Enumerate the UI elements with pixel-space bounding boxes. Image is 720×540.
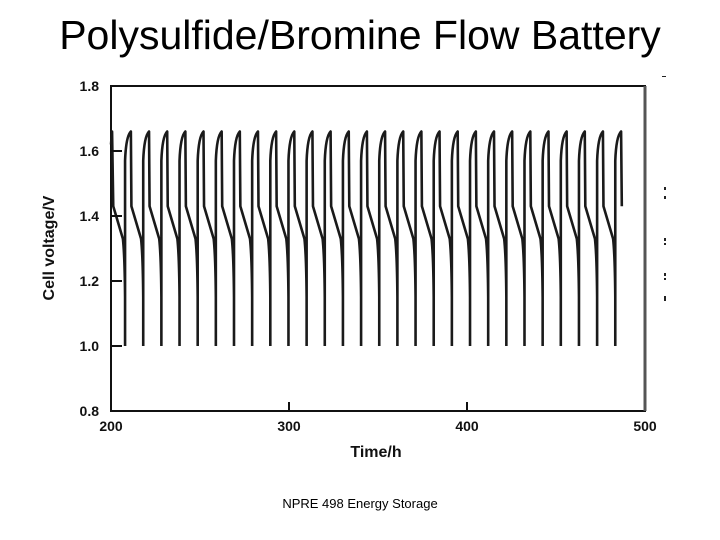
x-tick-label: 200 [99,418,123,434]
plot-frame [110,85,647,412]
y-tick-label: 0.8 [80,403,100,419]
x-axis-ticks: 200 300 400 500 [99,402,657,434]
clipped-margin-marks [662,76,666,301]
x-tick-label: 300 [277,418,301,434]
y-tick-label: 1.4 [80,208,100,224]
x-axis-title: Time/h [350,444,401,461]
y-tick-label: 1.8 [80,78,100,94]
voltage-waveform [109,130,624,346]
slide-footer: NPRE 498 Energy Storage [282,496,438,511]
y-tick-label: 1.0 [80,338,100,354]
x-tick-label: 500 [633,418,657,434]
y-axis-title: Cell voltage/V [41,195,58,300]
y-tick-label: 1.6 [80,143,100,159]
y-tick-label: 1.2 [80,273,100,289]
slide-title: Polysulfide/Bromine Flow Battery [59,12,661,58]
y-axis-ticks: 0.8 1.0 1.2 1.4 1.6 1.8 [80,78,122,419]
x-tick-label: 400 [455,418,479,434]
